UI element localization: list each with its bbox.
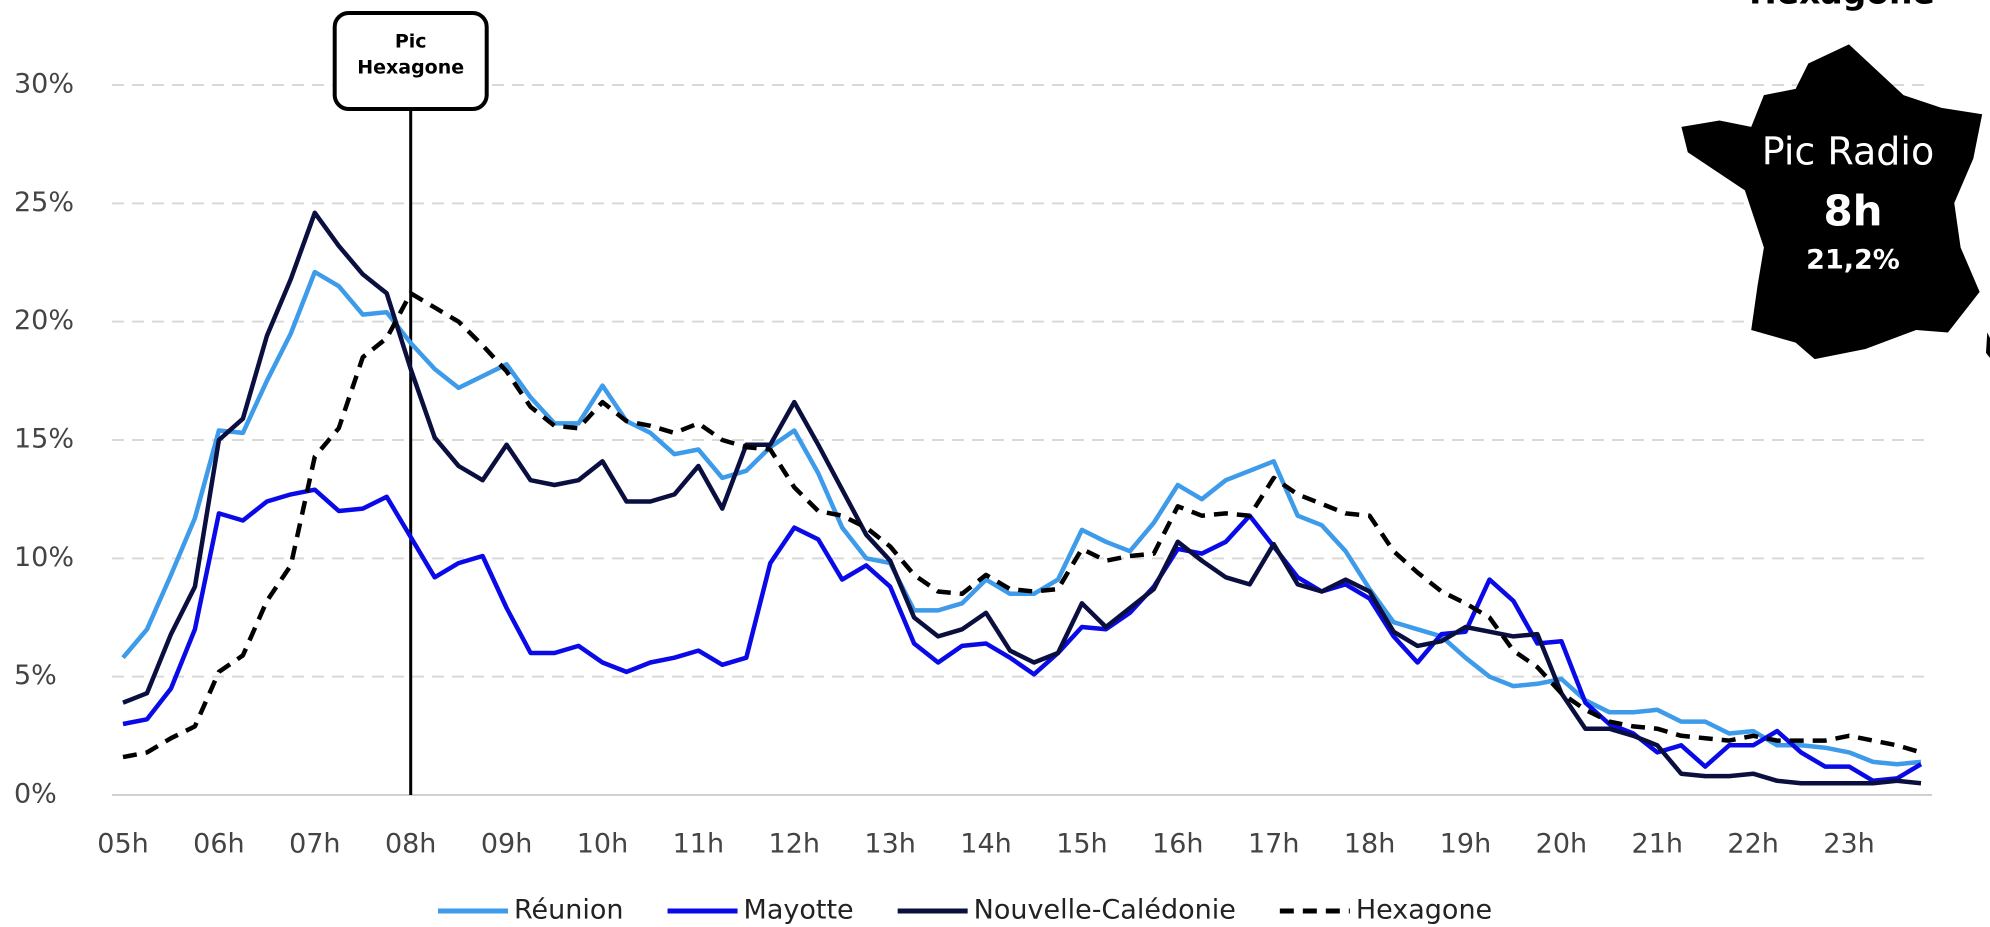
y-tick-label: 20%: [14, 305, 74, 336]
y-tick-label: 5%: [14, 660, 57, 691]
y-tick-label: 10%: [14, 542, 74, 573]
x-tick-label: 15h: [1056, 829, 1107, 860]
x-tick-label: 10h: [577, 829, 628, 860]
legend-label: Hexagone: [1356, 895, 1492, 926]
y-tick-label: 30%: [14, 69, 74, 100]
x-tick-label: 23h: [1823, 829, 1874, 860]
y-tick-label: 0%: [14, 779, 57, 810]
x-tick-label: 17h: [1248, 829, 1299, 860]
france-map: [1681, 44, 1990, 360]
x-tick-label: 07h: [289, 829, 340, 860]
inset-value: 21,2%: [1806, 245, 1900, 276]
x-tick-label: 13h: [864, 829, 915, 860]
inset-title: Hexagone: [1749, 0, 1935, 12]
annotation-text: Hexagone: [357, 57, 464, 79]
legend-label: Mayotte: [744, 895, 854, 926]
legend-label: Nouvelle-Calédonie: [974, 895, 1236, 926]
x-tick-label: 16h: [1152, 829, 1203, 860]
x-tick-label: 14h: [960, 829, 1011, 860]
series-line: [122, 487, 1923, 784]
annotation-box: [332, 11, 489, 111]
x-tick-label: 06h: [193, 829, 244, 860]
grid: [112, 84, 1932, 796]
inset-time: 8h: [1823, 187, 1882, 236]
series-line: [122, 291, 1922, 760]
x-tick-label: 05h: [97, 829, 148, 860]
legend-label: Réunion: [514, 895, 624, 926]
x-tick-label: 09h: [481, 829, 532, 860]
x-tick-label: 22h: [1727, 829, 1778, 860]
x-tick-label: 12h: [769, 829, 820, 860]
x-tick-label: 08h: [385, 829, 436, 860]
x-tick-label: 11h: [673, 829, 724, 860]
series-line: [121, 269, 1922, 767]
y-tick-label: 25%: [14, 187, 74, 218]
x-tick-label: 21h: [1632, 829, 1683, 860]
inset-label: Pic Radio: [1762, 130, 1934, 174]
annotation-text: Pic: [395, 31, 427, 53]
x-tick-label: 19h: [1440, 829, 1491, 860]
y-tick-label: 15%: [14, 424, 74, 455]
series-line: [122, 210, 1922, 786]
x-tick-label: 18h: [1344, 829, 1395, 860]
x-tick-label: 20h: [1536, 829, 1587, 860]
